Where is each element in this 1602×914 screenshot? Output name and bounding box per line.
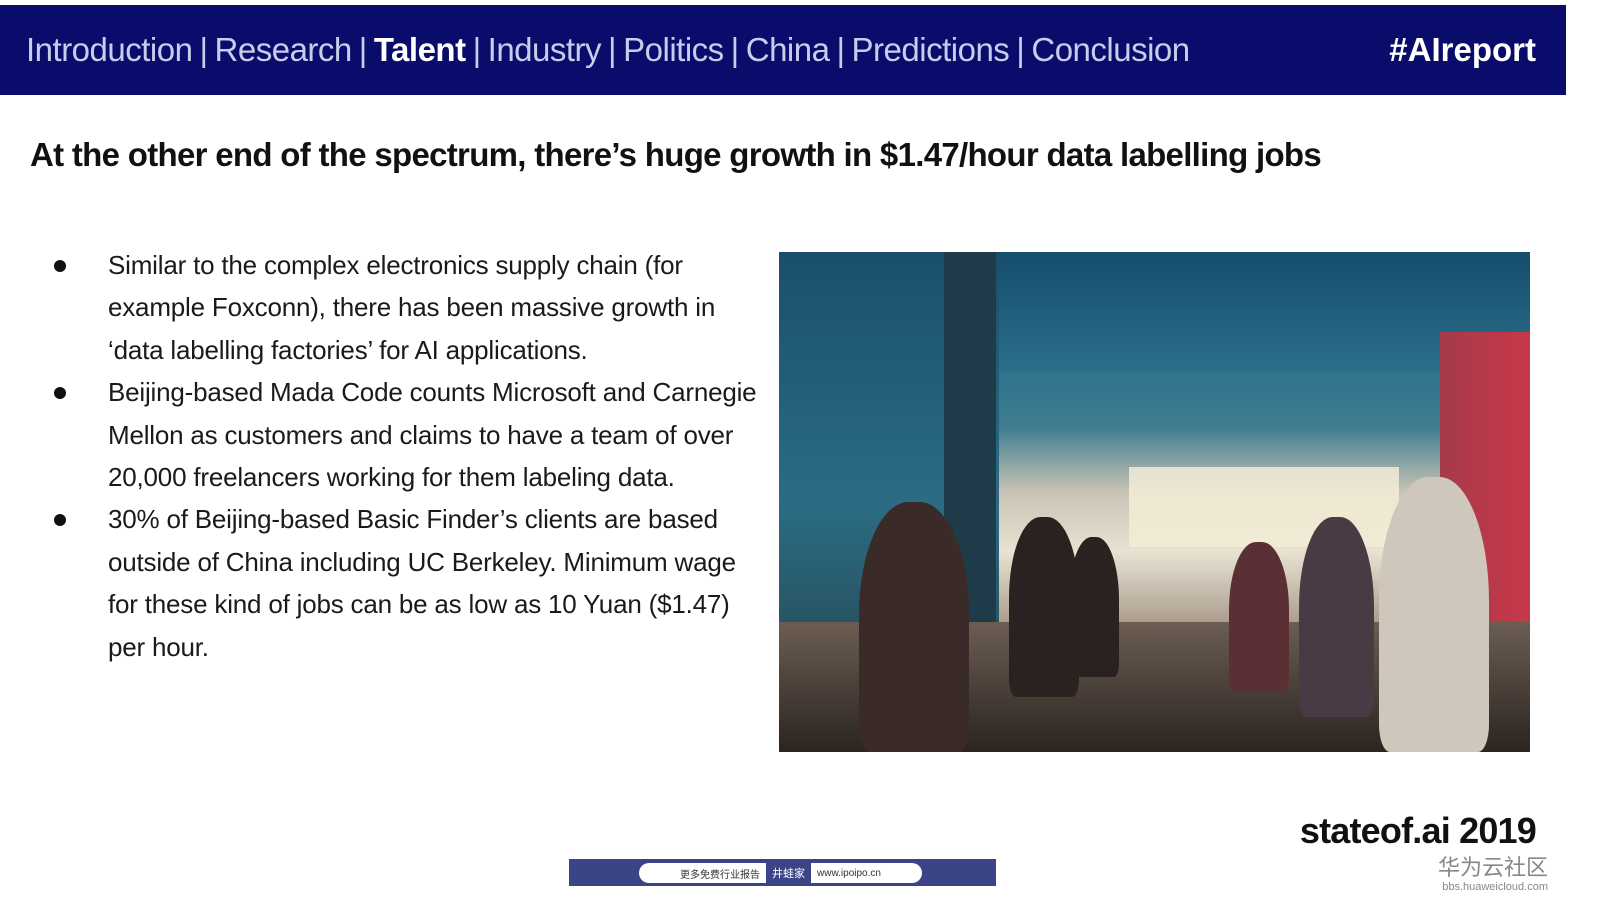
watermark: 华为云社区 bbs.huaweicloud.com bbox=[1437, 855, 1548, 894]
ad-banner[interactable]: 更多免费行业报告 井蛙家 www.ipoipo.cn bbox=[569, 859, 996, 886]
section-nav-bar: Introduction | Research | Talent | Industry | Po… bbox=[0, 5, 1566, 95]
nav-separator: | bbox=[358, 31, 368, 68]
nav-item-talent[interactable]: Talent bbox=[373, 31, 466, 68]
nav-separator: | bbox=[730, 31, 740, 68]
brand-footer: stateof.ai 2019 bbox=[1299, 810, 1537, 851]
photo-worker bbox=[1229, 542, 1289, 692]
bullet-item: 30% of Beijing-based Basic Finder’s clie… bbox=[50, 498, 760, 668]
nav-item-industry[interactable]: Industry bbox=[487, 31, 602, 68]
nav-item-china[interactable]: China bbox=[745, 31, 830, 68]
nav-item-research[interactable]: Research bbox=[214, 31, 353, 68]
nav-separator: | bbox=[836, 31, 845, 68]
banner-link[interactable]: www.ipoipo.cn bbox=[817, 867, 881, 879]
hashtag: #AIreport bbox=[1389, 31, 1536, 68]
bullet-icon bbox=[54, 260, 66, 272]
section-nav: Introduction | Research | Talent | Industry | Po… bbox=[26, 5, 1190, 95]
factory-photo bbox=[779, 252, 1530, 752]
bullet-item: Similar to the complex electronics suppl… bbox=[50, 244, 760, 371]
nav-separator: | bbox=[199, 31, 208, 68]
nav-item-politics[interactable]: Politics bbox=[623, 31, 724, 68]
photo-worker bbox=[859, 502, 969, 752]
nav-item-predictions[interactable]: Predictions bbox=[851, 31, 1010, 68]
bullet-item: Beijing-based Mada Code counts Microsoft… bbox=[50, 371, 760, 498]
photo-worker bbox=[1009, 517, 1079, 697]
bullet-icon bbox=[54, 514, 66, 527]
bullet-list: Similar to the complex electronics suppl… bbox=[50, 244, 760, 668]
nav-item-introduction[interactable]: Introduction bbox=[26, 31, 193, 68]
bullet-icon bbox=[54, 387, 66, 400]
slide-title: At the other end of the spectrum, there’… bbox=[30, 136, 1322, 173]
nav-separator: | bbox=[472, 31, 482, 68]
photo-worker bbox=[1299, 517, 1374, 717]
photo-worker bbox=[1069, 537, 1119, 677]
nav-separator: | bbox=[1016, 31, 1025, 68]
nav-separator: | bbox=[608, 31, 617, 68]
nav-item-conclusion[interactable]: Conclusion bbox=[1031, 31, 1190, 68]
photo-worker bbox=[1379, 477, 1489, 752]
